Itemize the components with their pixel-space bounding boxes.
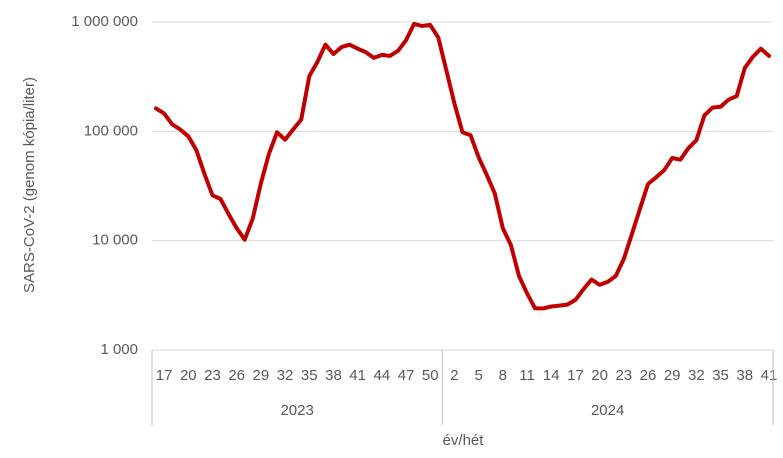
x-tick-label: 32 [277, 367, 294, 384]
x-tick-label: 23 [204, 367, 221, 384]
x-axis-title: év/hét [443, 432, 485, 449]
x-tick-label: 17 [567, 367, 584, 384]
data-line [154, 21, 771, 311]
x-tick-label: 29 [253, 367, 270, 384]
x-tick-label: 47 [398, 367, 415, 384]
y-tick-label: 100 000 [84, 122, 138, 139]
x-tick-label: 26 [640, 367, 657, 384]
y-tick-label: 1 000 [100, 341, 138, 358]
x-tick-label: 41 [349, 367, 366, 384]
x-tick-label: 41 [761, 367, 778, 384]
x-tick-label: 14 [543, 367, 560, 384]
x-tick-label: 50 [422, 367, 439, 384]
x-tick-label: 32 [688, 367, 705, 384]
x-tick-label: 38 [325, 367, 342, 384]
x-tick-label: 29 [664, 367, 681, 384]
x-tick-label: 17 [156, 367, 173, 384]
x-group-label: 2023 [280, 402, 313, 419]
x-tick-label: 11 [519, 367, 535, 384]
x-tick-label: 2 [450, 367, 458, 384]
x-tick-label: 35 [301, 367, 318, 384]
x-tick-label: 20 [591, 367, 608, 384]
y-tick-label: 10 000 [92, 232, 138, 249]
y-tick-label: 1 000 000 [71, 13, 138, 30]
x-tick-label: 38 [736, 367, 753, 384]
x-tick-label: 20 [180, 367, 197, 384]
x-tick-label: 26 [228, 367, 245, 384]
y-axis-title: SARS-CoV-2 (genom kópia/liter) [21, 77, 38, 293]
x-tick-label: 44 [374, 367, 391, 384]
x-tick-label: 23 [615, 367, 632, 384]
x-tick-label: 35 [712, 367, 729, 384]
x-tick-label: 5 [474, 367, 482, 384]
x-group-label: 2024 [591, 402, 624, 419]
x-tick-label: 8 [499, 367, 507, 384]
